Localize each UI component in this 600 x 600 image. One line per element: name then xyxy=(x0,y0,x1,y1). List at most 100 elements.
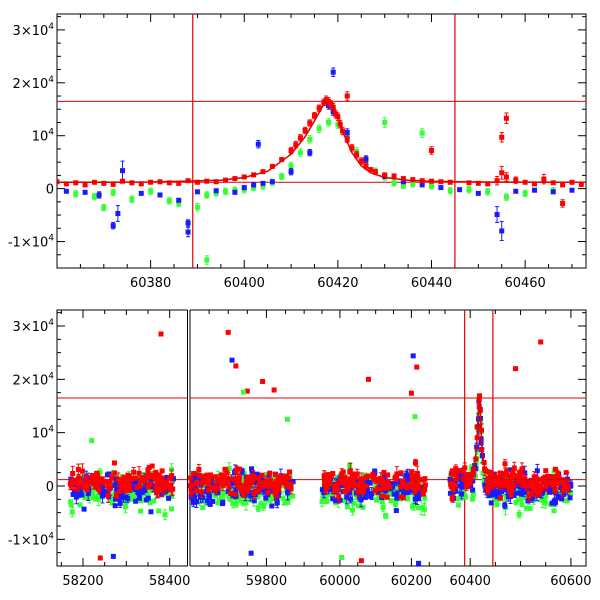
data-point-blue xyxy=(394,479,400,485)
data-point xyxy=(374,497,380,503)
data-point xyxy=(112,503,118,509)
data-point xyxy=(517,484,523,490)
data-point xyxy=(389,491,395,497)
data-point xyxy=(229,480,235,486)
data-point xyxy=(323,494,329,500)
data-point xyxy=(267,478,273,484)
data-point xyxy=(75,481,81,487)
data-point-red xyxy=(272,471,278,477)
data-point xyxy=(568,483,574,489)
data-point xyxy=(88,479,94,485)
data-point xyxy=(207,476,213,482)
data-point xyxy=(516,511,522,517)
data-point-red xyxy=(282,479,288,488)
data-point xyxy=(128,494,134,500)
data-point xyxy=(495,491,501,497)
data-point-green xyxy=(297,148,303,157)
data-point xyxy=(507,467,513,473)
data-point xyxy=(77,475,83,481)
data-point-red xyxy=(363,483,369,489)
data-point xyxy=(290,493,296,499)
data-point-red xyxy=(208,485,214,491)
data-point xyxy=(523,505,529,511)
data-point-green xyxy=(282,500,288,506)
data-point xyxy=(336,474,342,480)
data-point xyxy=(101,205,107,211)
data-point xyxy=(499,170,505,176)
data-point xyxy=(121,494,127,500)
data-point xyxy=(114,484,120,490)
data-point xyxy=(297,135,303,141)
data-point xyxy=(288,163,294,169)
data-point xyxy=(419,130,425,136)
data-point-blue xyxy=(148,509,154,515)
data-point-green xyxy=(213,493,219,499)
data-point xyxy=(122,488,128,494)
data-point xyxy=(494,178,500,184)
data-point xyxy=(375,489,381,495)
data-point-green xyxy=(389,491,395,497)
data-point xyxy=(244,488,250,494)
data-point-blue xyxy=(330,67,336,77)
data-point xyxy=(378,475,384,481)
data-point xyxy=(561,491,567,497)
data-point-red xyxy=(413,458,419,467)
data-point xyxy=(259,484,265,490)
data-point-red xyxy=(75,463,81,476)
data-point-red xyxy=(125,472,131,478)
data-point xyxy=(285,490,291,496)
red-series xyxy=(57,91,584,208)
data-point xyxy=(369,491,375,497)
data-point-blue xyxy=(532,187,538,193)
data-point xyxy=(502,502,508,508)
data-point xyxy=(321,99,327,105)
data-point xyxy=(400,495,406,501)
data-point-red xyxy=(321,472,327,486)
data-point xyxy=(470,496,476,502)
data-point xyxy=(519,502,525,508)
data-point-red xyxy=(138,181,144,187)
data-point xyxy=(553,490,559,496)
data-point-green xyxy=(429,182,435,190)
data-point xyxy=(198,482,204,488)
data-point xyxy=(258,500,264,506)
data-point xyxy=(251,185,257,191)
data-point-red xyxy=(283,473,289,479)
data-point-green xyxy=(350,504,356,516)
data-point-blue xyxy=(192,475,198,481)
data-point xyxy=(355,489,361,495)
x-tick-label: 60420 xyxy=(317,276,358,291)
data-point-red xyxy=(149,463,155,469)
data-point-green xyxy=(360,504,366,510)
data-point-blue xyxy=(438,185,444,191)
data-point xyxy=(187,483,193,489)
data-point-red xyxy=(211,482,217,494)
data-point xyxy=(69,509,75,515)
data-point xyxy=(316,105,322,111)
data-point xyxy=(166,180,172,186)
data-point-red xyxy=(368,167,374,173)
data-point xyxy=(129,196,135,202)
data-point-blue xyxy=(255,139,261,149)
data-point xyxy=(127,487,133,493)
data-point xyxy=(77,502,83,508)
data-point xyxy=(118,478,124,484)
data-point xyxy=(249,476,255,482)
data-point xyxy=(279,173,285,179)
data-point xyxy=(169,493,175,499)
data-point xyxy=(98,489,104,495)
data-point-green xyxy=(110,500,116,506)
x-tick-label: 60440 xyxy=(411,276,452,291)
data-point-green xyxy=(324,498,330,504)
data-point xyxy=(360,484,366,490)
data-point xyxy=(156,508,162,514)
data-point xyxy=(157,475,163,481)
data-point xyxy=(217,479,223,485)
data-point-red xyxy=(494,175,500,186)
data-point xyxy=(384,494,390,500)
data-point-green xyxy=(320,497,326,503)
data-point-blue xyxy=(380,487,386,493)
data-point-blue xyxy=(419,182,425,188)
data-point-green xyxy=(73,190,79,198)
data-point xyxy=(333,111,339,117)
